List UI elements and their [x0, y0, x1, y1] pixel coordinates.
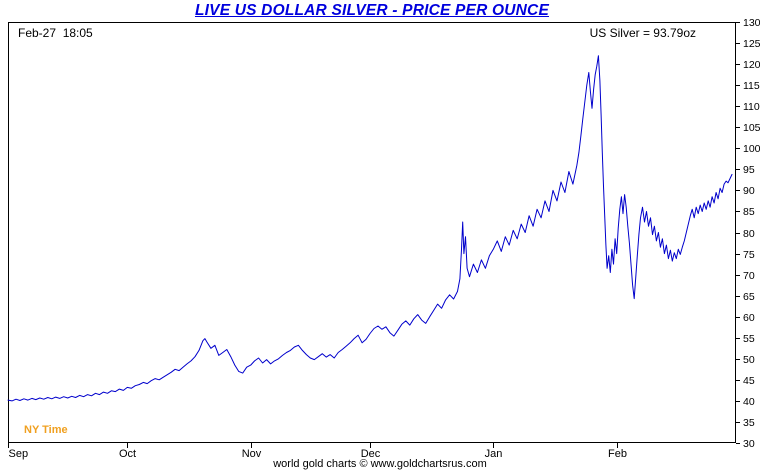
svg-text:110: 110	[743, 101, 760, 113]
svg-text:55: 55	[743, 333, 755, 345]
svg-text:90: 90	[743, 185, 755, 197]
ny-time-label: NY Time	[24, 424, 68, 436]
svg-text:75: 75	[743, 249, 755, 261]
svg-text:80: 80	[743, 228, 755, 240]
credit-label: world gold charts © www.goldchartsrus.co…	[273, 458, 487, 470]
svg-text:35: 35	[743, 417, 755, 429]
svg-text:50: 50	[743, 354, 755, 366]
svg-text:Jan: Jan	[485, 448, 503, 460]
chart-title: LIVE US DOLLAR SILVER - PRICE PER OUNCE	[194, 2, 549, 19]
svg-text:85: 85	[743, 206, 755, 218]
svg-text:95: 95	[743, 164, 755, 176]
svg-text:60: 60	[743, 312, 755, 324]
svg-text:Feb: Feb	[608, 448, 627, 460]
svg-text:Dec: Dec	[361, 448, 381, 460]
svg-text:120: 120	[743, 59, 760, 71]
svg-text:70: 70	[743, 270, 755, 282]
svg-text:30: 30	[743, 438, 755, 450]
svg-text:Sep: Sep	[9, 448, 29, 460]
svg-text:115: 115	[743, 80, 760, 92]
svg-text:65: 65	[743, 291, 755, 303]
svg-text:130: 130	[743, 17, 760, 29]
timestamp-label: Feb-27 18:05	[18, 26, 93, 40]
svg-text:125: 125	[743, 38, 760, 50]
svg-text:Nov: Nov	[242, 448, 262, 460]
svg-text:45: 45	[743, 375, 755, 387]
price-quote-label: US Silver = 93.79oz	[589, 26, 696, 40]
svg-text:100: 100	[743, 143, 760, 155]
svg-text:105: 105	[743, 122, 760, 134]
svg-text:Oct: Oct	[119, 448, 136, 460]
svg-text:40: 40	[743, 396, 755, 408]
